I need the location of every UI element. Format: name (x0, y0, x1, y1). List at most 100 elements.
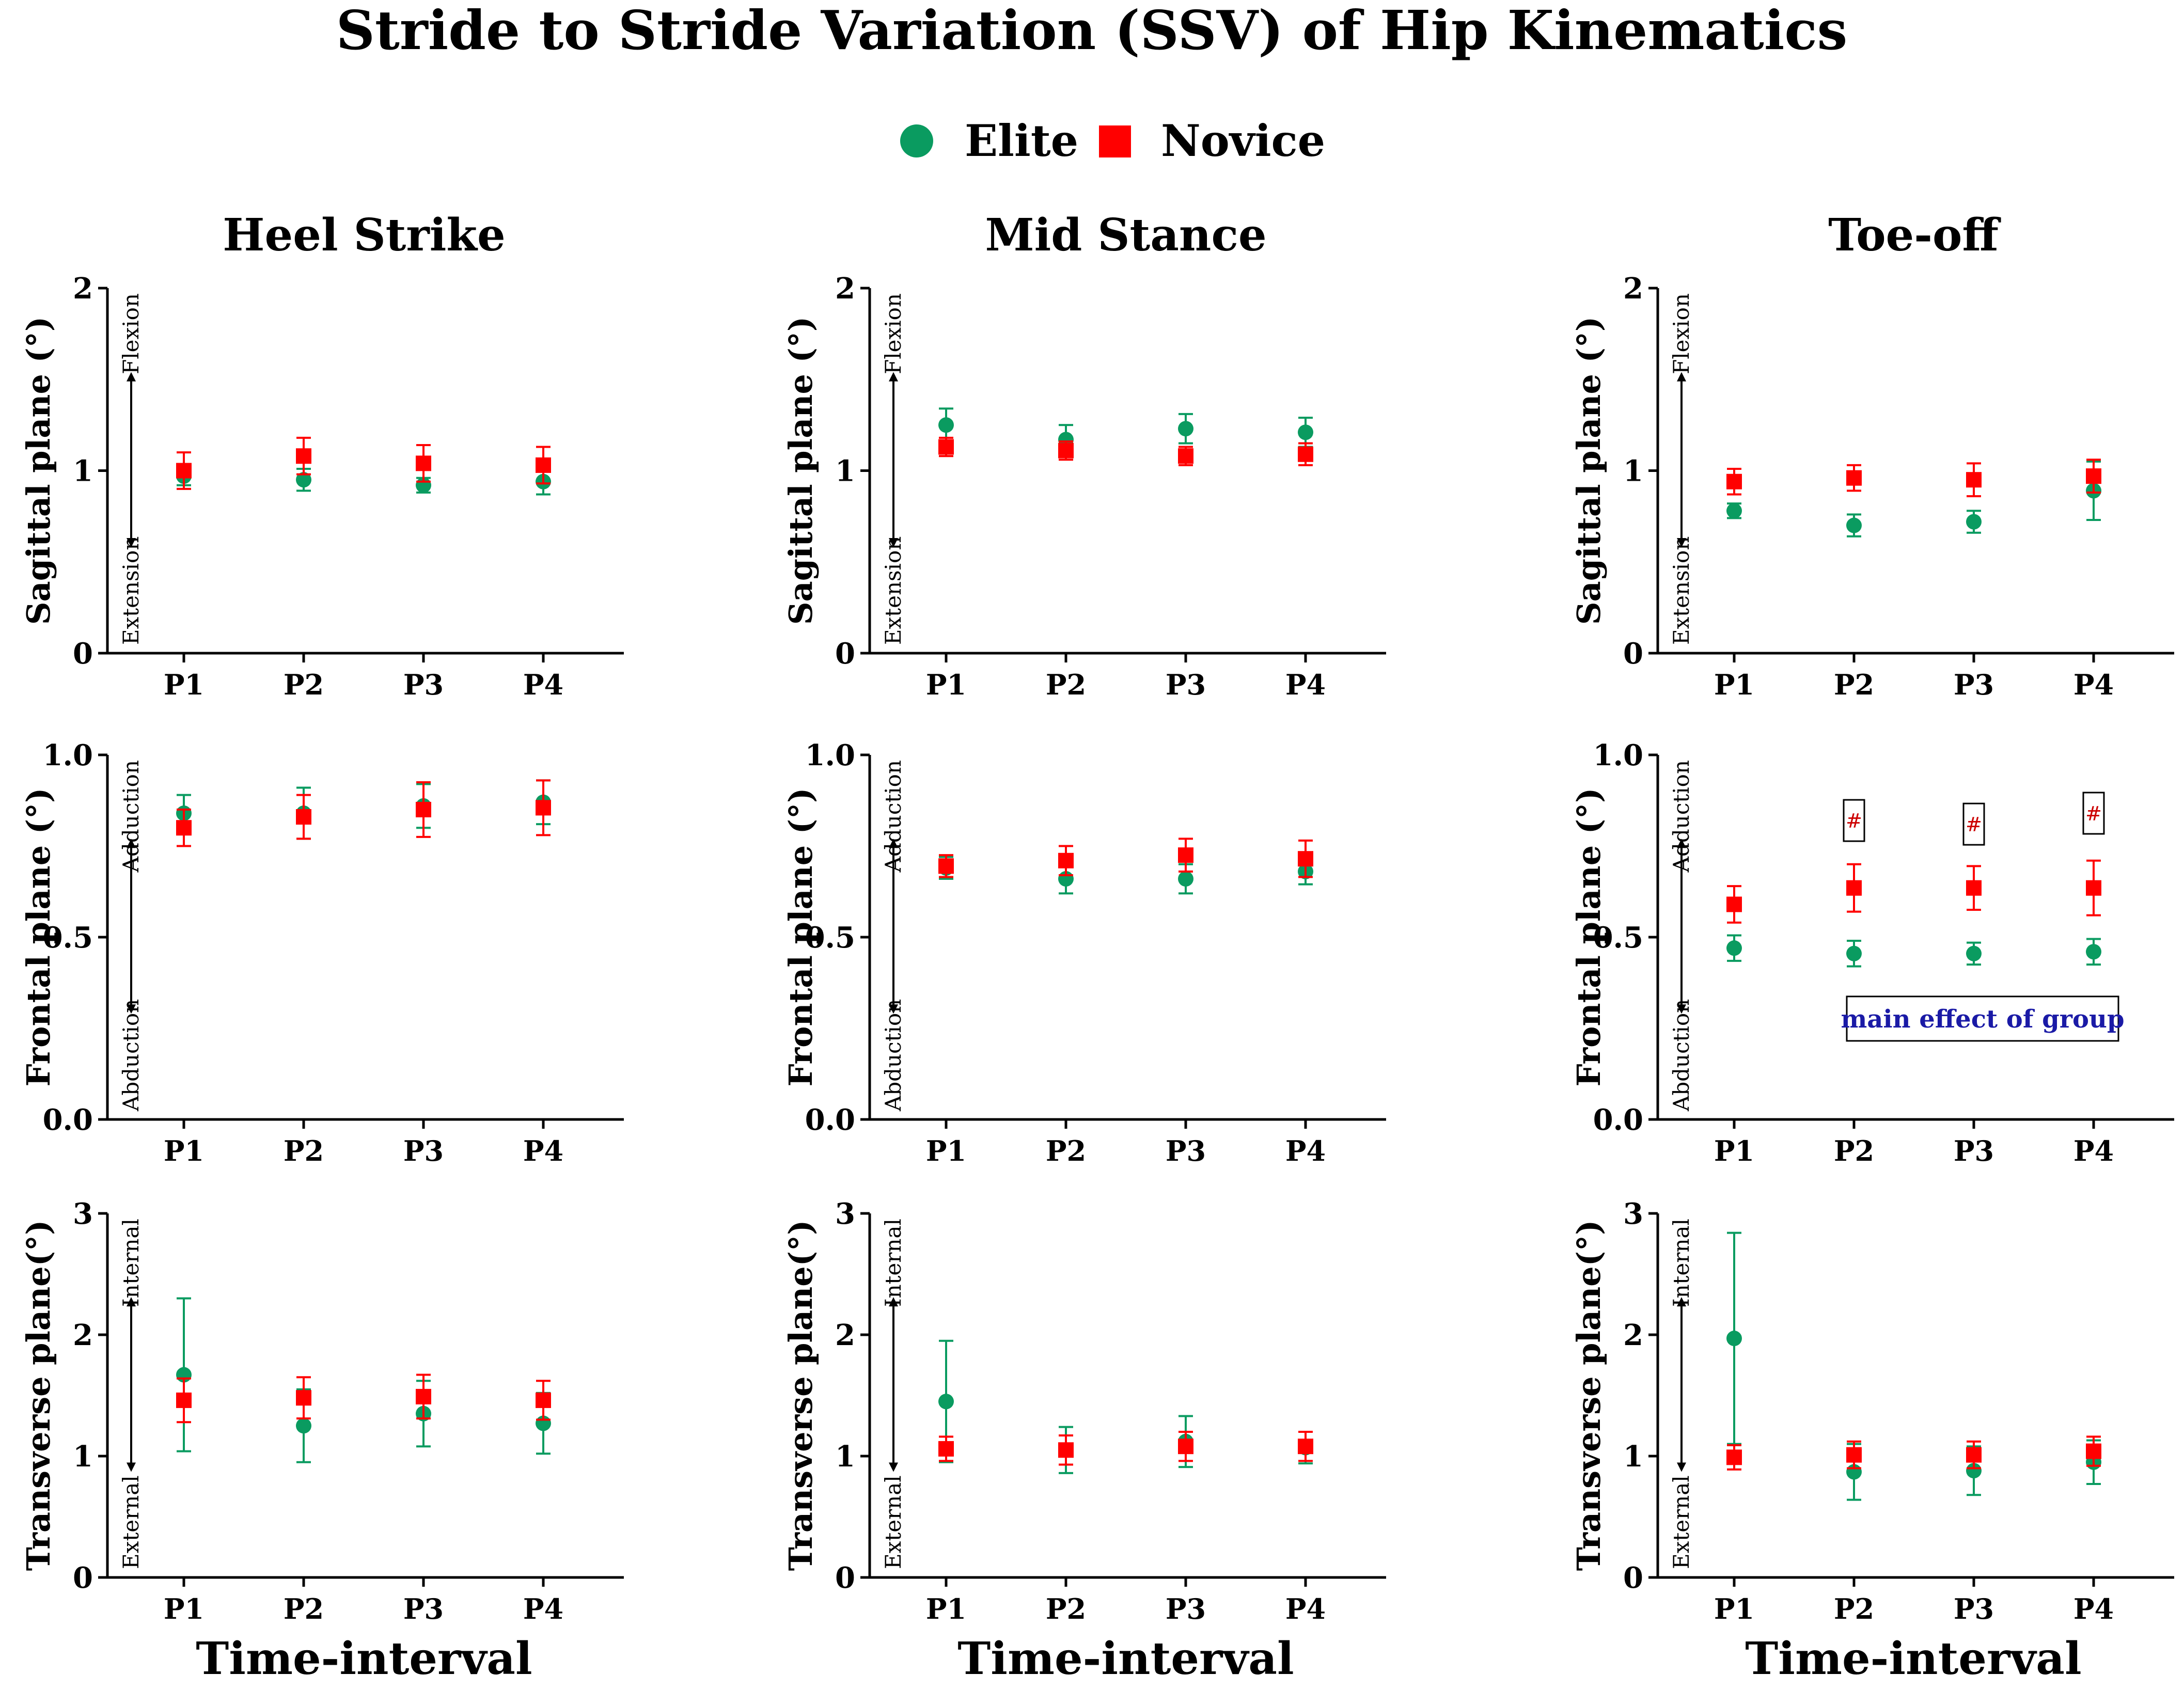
x-tick-label: P4 (523, 1134, 563, 1167)
y-tick-label: 0 (835, 1561, 855, 1595)
data-point-novice (416, 1388, 431, 1404)
data-point-novice (2086, 468, 2101, 484)
y-tick-label: 1.0 (805, 738, 855, 772)
x-axis-title-mid-stance: Time-interval (957, 1633, 1294, 1685)
direction-label-top: Flexion (1669, 293, 1694, 374)
y-tick-label: 0 (835, 637, 855, 671)
y-tick-label: 1 (73, 454, 93, 488)
x-tick-label: P4 (1285, 1134, 1326, 1167)
x-tick-label: P4 (523, 668, 563, 701)
y-tick-label: 2 (1623, 1318, 1643, 1352)
x-tick-label: P2 (1834, 1134, 1874, 1167)
data-point-novice (296, 809, 311, 825)
x-tick-label: P1 (164, 1592, 204, 1625)
legend: Elite Novice (900, 115, 1325, 166)
data-point-novice (938, 439, 954, 455)
data-point-novice (176, 463, 192, 479)
data-point-elite (1726, 1331, 1742, 1347)
figure-title: Stride to Stride Variation (SSV) of Hip … (336, 0, 1847, 62)
panel-mid-stance-sagittal: 0 1 2 P1 P2 P3 P4 Sagittal plane (°) Flexion Exte… (782, 272, 1386, 701)
x-tick-label: P4 (2073, 1134, 2114, 1167)
direction-label-bottom: External (118, 1475, 144, 1569)
y-tick-label: 2 (73, 272, 93, 306)
direction-label-top: Internal (1669, 1219, 1694, 1307)
x-tick-label: P3 (1954, 1134, 1994, 1167)
legend-elite-label: Elite (965, 115, 1078, 166)
data-point-elite (1726, 503, 1742, 519)
direction-label-bottom: Abduction (881, 999, 906, 1112)
column-title-mid-stance: Mid Stance (985, 209, 1266, 261)
y-tick-label: 0.0 (43, 1103, 93, 1137)
data-point-novice (1966, 1447, 1982, 1463)
x-tick-label: P2 (284, 668, 324, 701)
y-tick-label: 0 (1623, 637, 1643, 671)
data-point-elite (1966, 945, 1982, 961)
y-tick-label: 3 (73, 1197, 93, 1231)
legend-novice-marker (1099, 125, 1131, 157)
significance-marker: # (1966, 813, 1982, 836)
direction-arrow-down (1677, 1462, 1686, 1472)
data-point-elite (1298, 424, 1313, 440)
data-point-novice (1298, 446, 1313, 462)
y-tick-label: 0.5 (805, 921, 855, 955)
direction-arrow-up (127, 372, 136, 382)
y-tick-label: 2 (73, 1318, 93, 1352)
data-point-elite (1846, 945, 1862, 961)
x-tick-label: P1 (164, 1134, 204, 1167)
data-point-elite (1178, 421, 1193, 437)
direction-arrow-down (889, 538, 898, 547)
data-point-novice (938, 1441, 954, 1457)
legend-elite-marker (900, 124, 933, 157)
y-tick-label: 1 (835, 454, 855, 488)
x-tick-label: P1 (926, 1134, 966, 1167)
data-point-novice (1846, 470, 1862, 486)
x-tick-label: P4 (1285, 668, 1326, 701)
data-point-elite (1846, 517, 1862, 533)
x-axis-titles: Time-interval Time-interval Time-interva… (196, 1633, 2081, 1685)
significance-box (2082, 792, 2105, 835)
panel-toe-off-transverse: 0 1 2 3 P1 P2 P3 P4 Transverse plane(°) Internal E… (1570, 1197, 2174, 1625)
y-tick-label: 1 (73, 1440, 93, 1474)
y-tick-label: 1 (835, 1440, 855, 1474)
y-tick-label: 0 (73, 1561, 93, 1595)
column-title-heel-strike: Heel Strike (223, 209, 505, 261)
data-point-novice (1966, 472, 1982, 488)
direction-label-bottom: Extension (118, 536, 144, 645)
y-axis-title: Sagittal plane (°) (782, 317, 820, 625)
data-point-novice (2086, 1443, 2101, 1459)
x-tick-label: P1 (926, 1592, 966, 1625)
data-point-novice (1298, 1439, 1313, 1455)
direction-label-top: Flexion (881, 293, 906, 374)
significance-marker: # (1846, 810, 1862, 832)
x-tick-label: P1 (926, 668, 966, 701)
direction-arrow-down (127, 1462, 136, 1472)
y-tick-label: 1.0 (1593, 738, 1643, 772)
x-tick-label: P3 (403, 1134, 444, 1167)
data-point-novice (1058, 1442, 1074, 1458)
direction-label-bottom: External (1669, 1475, 1694, 1569)
direction-arrow-up (127, 1297, 136, 1307)
direction-arrow-down (127, 1004, 136, 1014)
x-axis-title-toe-off: Time-interval (1745, 1633, 2081, 1685)
data-point-novice (1726, 1449, 1742, 1465)
y-tick-label: 0.5 (1593, 921, 1643, 955)
x-tick-label: P2 (1046, 1134, 1086, 1167)
data-point-novice (416, 801, 431, 817)
data-point-novice (416, 455, 431, 471)
panel-mid-stance-transverse: 0 1 2 3 P1 P2 P3 P4 Transverse plane(°) Internal E… (782, 1197, 1386, 1625)
y-tick-label: 0 (73, 637, 93, 671)
x-tick-label: P2 (1834, 668, 1874, 701)
data-point-novice (1178, 1439, 1193, 1455)
panel-heel-strike-sagittal: 0 1 2 P1 P2 P3 P4 Sagittal plane (°) Flexion Exte… (20, 272, 624, 701)
data-point-novice (536, 1392, 551, 1408)
x-tick-label: P4 (523, 1592, 563, 1625)
data-point-elite (1966, 1463, 1982, 1479)
significance-box (1962, 802, 1985, 846)
x-tick-label: P3 (403, 668, 444, 701)
direction-label-top: Internal (881, 1219, 906, 1307)
direction-label-bottom: External (881, 1475, 906, 1569)
data-point-novice (536, 800, 551, 816)
y-axis-title: Frontal plane (°) (782, 788, 820, 1087)
